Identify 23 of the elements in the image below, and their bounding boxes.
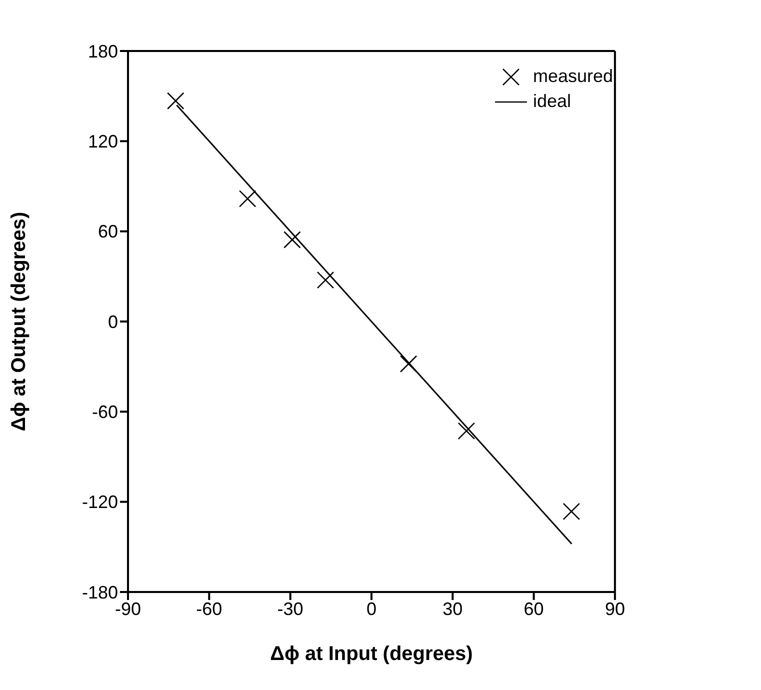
point bbox=[562, 502, 580, 520]
legend-label: ideal bbox=[532, 91, 571, 112]
x-tick-label: -30 bbox=[277, 598, 304, 619]
y-tick-label: -120 bbox=[82, 492, 118, 512]
x-tick-label: 0 bbox=[366, 598, 376, 619]
point bbox=[316, 271, 334, 289]
y-tick-label: 180 bbox=[88, 41, 118, 62]
y-tick-label: -60 bbox=[92, 402, 118, 422]
y-tick-label: 0 bbox=[108, 312, 118, 332]
point bbox=[400, 355, 418, 373]
x-tick-label: 90 bbox=[604, 598, 625, 619]
x-tick-label: 60 bbox=[524, 598, 544, 619]
x-tick-label: -60 bbox=[196, 598, 222, 619]
legend-label: measured bbox=[532, 66, 613, 87]
point bbox=[238, 190, 256, 208]
y-tick-label: 60 bbox=[98, 222, 118, 242]
x-axis-title: Δϕ at Input (degrees) bbox=[270, 643, 473, 665]
y-axis-title: Δϕ at Output (degrees) bbox=[8, 212, 30, 432]
point bbox=[458, 422, 476, 440]
x-tick-label: 30 bbox=[442, 598, 463, 619]
point bbox=[284, 231, 301, 248]
y-tick-label: 120 bbox=[88, 132, 118, 152]
point bbox=[166, 92, 184, 110]
